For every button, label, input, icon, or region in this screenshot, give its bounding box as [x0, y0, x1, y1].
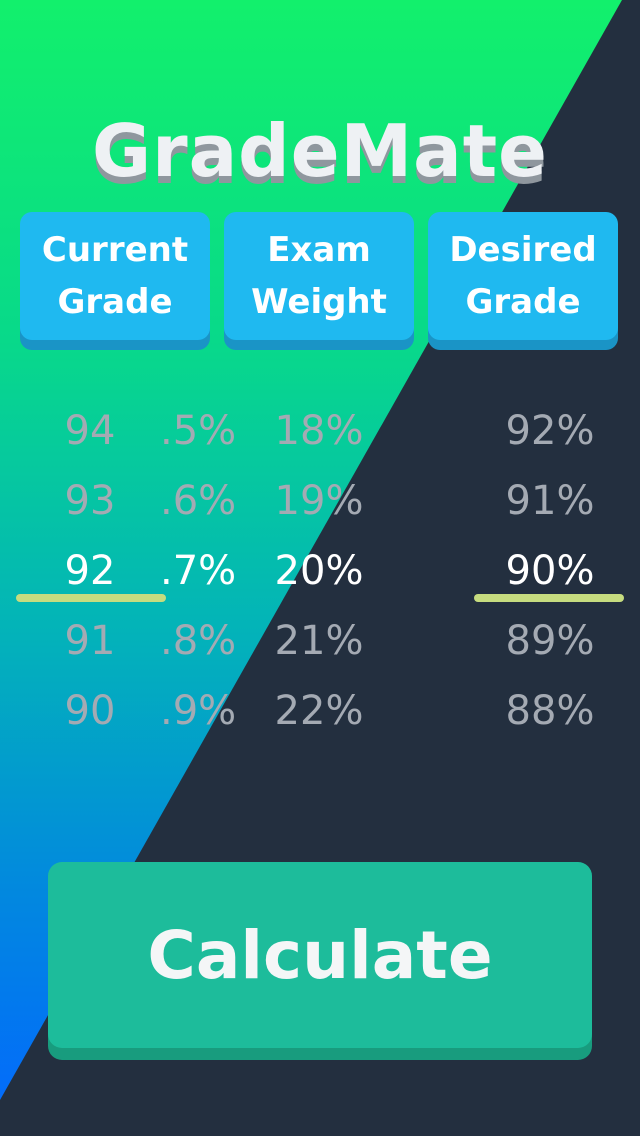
desired-grade-option[interactable]: 91% — [505, 478, 595, 524]
exam-weight-option[interactable]: 21% — [274, 618, 364, 664]
exam-weight-selected[interactable]: 20% — [274, 548, 364, 594]
exam-weight-option[interactable]: 22% — [274, 688, 364, 734]
desired-grade-option[interactable]: 88% — [505, 688, 595, 734]
decimal-option[interactable]: .5% — [160, 408, 237, 454]
current-grade-option[interactable]: 94 — [64, 408, 116, 454]
current-grade-option[interactable]: 90 — [64, 688, 116, 734]
current-grade-option[interactable]: 93 — [64, 478, 116, 524]
app-title: GradeMate — [91, 109, 549, 193]
calculate-button[interactable]: Calculate — [48, 862, 592, 1048]
decimal-selected[interactable]: .7% — [160, 548, 237, 594]
current-grade-selected[interactable]: 92 — [64, 548, 116, 594]
current-grade-option[interactable]: 91 — [64, 618, 116, 664]
desired-grade-option[interactable]: 89% — [505, 618, 595, 664]
exam-weight-option[interactable]: 18% — [274, 408, 364, 454]
desired-grade-selected[interactable]: 90% — [505, 548, 595, 594]
exam-weight-header: Exam Weight — [224, 212, 414, 340]
desired-grade-header: Desired Grade — [428, 212, 618, 340]
decimal-option[interactable]: .6% — [160, 478, 237, 524]
current-grade-selection-underline — [16, 594, 166, 602]
decimal-option[interactable]: .9% — [160, 688, 237, 734]
exam-weight-option[interactable]: 19% — [274, 478, 364, 524]
desired-grade-selection-underline — [474, 594, 624, 602]
desired-grade-option[interactable]: 92% — [505, 408, 595, 454]
current-grade-header: Current Grade — [20, 212, 210, 340]
decimal-option[interactable]: .8% — [160, 618, 237, 664]
